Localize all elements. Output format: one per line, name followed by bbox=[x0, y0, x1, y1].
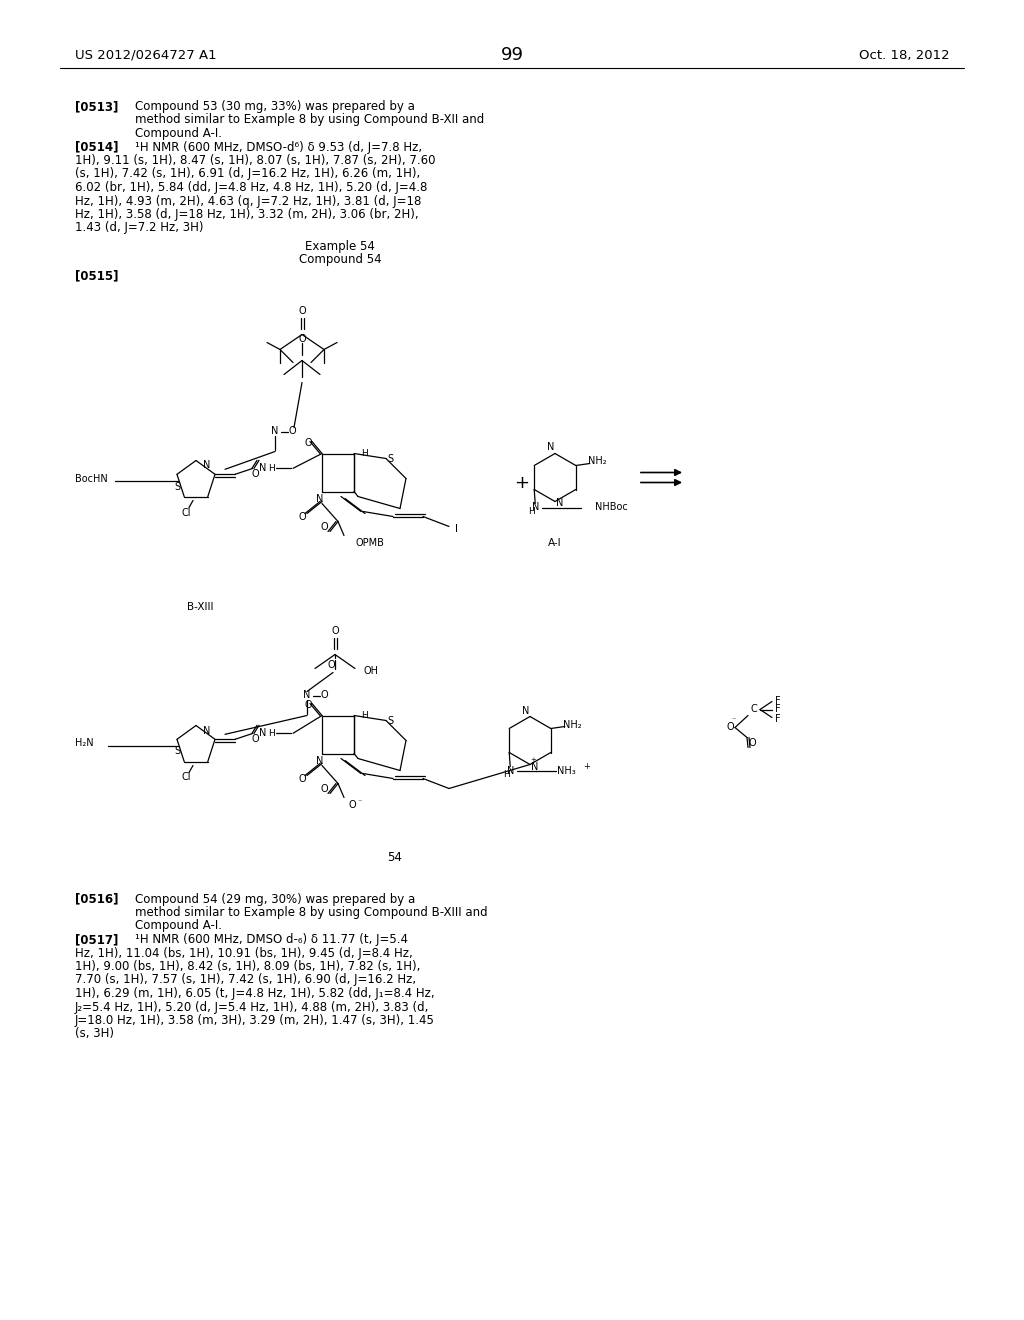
Text: O: O bbox=[298, 306, 306, 317]
Text: 1H), 9.11 (s, 1H), 8.47 (s, 1H), 8.07 (s, 1H), 7.87 (s, 2H), 7.60: 1H), 9.11 (s, 1H), 8.47 (s, 1H), 8.07 (s… bbox=[75, 154, 435, 168]
Text: 7.70 (s, 1H), 7.57 (s, 1H), 7.42 (s, 1H), 6.90 (d, J=16.2 Hz,: 7.70 (s, 1H), 7.57 (s, 1H), 7.42 (s, 1H)… bbox=[75, 974, 416, 986]
Text: [0515]: [0515] bbox=[75, 269, 119, 282]
Text: Cl: Cl bbox=[181, 507, 190, 517]
Text: Hz, 1H), 4.93 (m, 2H), 4.63 (q, J=7.2 Hz, 1H), 3.81 (d, J=18: Hz, 1H), 4.93 (m, 2H), 4.63 (q, J=7.2 Hz… bbox=[75, 194, 421, 207]
Text: ¹H NMR (600 MHz, DMSO-d⁶) δ 9.53 (d, J=7.8 Hz,: ¹H NMR (600 MHz, DMSO-d⁶) δ 9.53 (d, J=7… bbox=[135, 140, 422, 153]
Text: Oct. 18, 2012: Oct. 18, 2012 bbox=[859, 49, 950, 62]
Text: H: H bbox=[361, 711, 368, 719]
Text: O: O bbox=[726, 722, 734, 733]
Text: [0514]: [0514] bbox=[75, 140, 119, 153]
Text: OPMB: OPMB bbox=[356, 539, 385, 549]
Text: Compound 53 (30 mg, 33%) was prepared by a: Compound 53 (30 mg, 33%) was prepared by… bbox=[135, 100, 415, 114]
Text: O: O bbox=[298, 334, 306, 343]
Text: O: O bbox=[288, 426, 296, 437]
Text: ⁻: ⁻ bbox=[357, 797, 362, 807]
Text: N: N bbox=[259, 729, 266, 738]
Text: H: H bbox=[527, 507, 535, 516]
Text: O: O bbox=[321, 690, 328, 701]
Text: method similar to Example 8 by using Compound B-XII and: method similar to Example 8 by using Com… bbox=[135, 114, 484, 127]
Text: H: H bbox=[267, 463, 274, 473]
Text: N: N bbox=[204, 726, 211, 735]
Text: H: H bbox=[361, 449, 368, 458]
Text: Hz, 1H), 11.04 (bs, 1H), 10.91 (bs, 1H), 9.45 (d, J=8.4 Hz,: Hz, 1H), 11.04 (bs, 1H), 10.91 (bs, 1H),… bbox=[75, 946, 413, 960]
Text: B-XIII: B-XIII bbox=[186, 602, 213, 612]
Text: Hz, 1H), 3.58 (d, J=18 Hz, 1H), 3.32 (m, 2H), 3.06 (br, 2H),: Hz, 1H), 3.58 (d, J=18 Hz, 1H), 3.32 (m,… bbox=[75, 209, 419, 220]
Text: I: I bbox=[456, 524, 459, 533]
Text: O: O bbox=[304, 701, 312, 710]
Text: O: O bbox=[749, 738, 756, 748]
Text: N: N bbox=[522, 705, 529, 715]
Text: NH₂: NH₂ bbox=[589, 457, 607, 466]
Text: F: F bbox=[775, 714, 781, 725]
Text: H: H bbox=[503, 770, 510, 779]
Text: J₂=5.4 Hz, 1H), 5.20 (d, J=5.4 Hz, 1H), 4.88 (m, 2H), 3.83 (d,: J₂=5.4 Hz, 1H), 5.20 (d, J=5.4 Hz, 1H), … bbox=[75, 1001, 429, 1014]
Text: US 2012/0264727 A1: US 2012/0264727 A1 bbox=[75, 49, 217, 62]
Text: O: O bbox=[321, 523, 328, 532]
Text: N: N bbox=[507, 766, 514, 776]
Text: N: N bbox=[259, 463, 266, 474]
Text: [0516]: [0516] bbox=[75, 892, 119, 906]
Text: O: O bbox=[298, 775, 306, 784]
Text: 1H), 9.00 (bs, 1H), 8.42 (s, 1H), 8.09 (bs, 1H), 7.82 (s, 1H),: 1H), 9.00 (bs, 1H), 8.42 (s, 1H), 8.09 (… bbox=[75, 960, 421, 973]
Text: +: + bbox=[583, 762, 590, 771]
Text: Compound A-I.: Compound A-I. bbox=[135, 920, 222, 932]
Text: O: O bbox=[321, 784, 328, 795]
Text: S: S bbox=[387, 715, 393, 726]
Text: A-I: A-I bbox=[548, 537, 562, 548]
Text: O: O bbox=[331, 627, 339, 636]
Text: Compound 54: Compound 54 bbox=[299, 253, 381, 267]
Text: [0517]: [0517] bbox=[75, 933, 119, 946]
Text: N: N bbox=[271, 426, 279, 437]
Text: (s, 1H), 7.42 (s, 1H), 6.91 (d, J=16.2 Hz, 1H), 6.26 (m, 1H),: (s, 1H), 7.42 (s, 1H), 6.91 (d, J=16.2 H… bbox=[75, 168, 420, 181]
Text: F: F bbox=[775, 705, 781, 714]
Text: N: N bbox=[547, 442, 555, 453]
Text: O: O bbox=[251, 734, 259, 744]
Text: S: S bbox=[174, 747, 180, 756]
Text: +: + bbox=[514, 474, 529, 491]
Text: OH: OH bbox=[362, 665, 378, 676]
Text: Cl: Cl bbox=[181, 772, 190, 783]
Text: N: N bbox=[556, 499, 563, 508]
Text: N: N bbox=[531, 762, 539, 771]
Text: ¹H NMR (600 MHz, DMSO d-₆) δ 11.77 (t, J=5.4: ¹H NMR (600 MHz, DMSO d-₆) δ 11.77 (t, J… bbox=[135, 933, 408, 946]
Text: Compound 54 (29 mg, 30%) was prepared by a: Compound 54 (29 mg, 30%) was prepared by… bbox=[135, 892, 416, 906]
Text: N: N bbox=[316, 756, 324, 767]
Text: Compound A-I.: Compound A-I. bbox=[135, 127, 222, 140]
Text: Example 54: Example 54 bbox=[305, 240, 375, 253]
Text: N: N bbox=[316, 495, 324, 504]
Text: O: O bbox=[328, 660, 335, 669]
Text: ⁻: ⁻ bbox=[732, 715, 736, 723]
Text: N: N bbox=[303, 690, 310, 701]
Text: NH₂: NH₂ bbox=[563, 719, 582, 730]
Text: O: O bbox=[298, 512, 306, 523]
Text: N: N bbox=[531, 503, 539, 512]
Text: 1.43 (d, J=7.2 Hz, 3H): 1.43 (d, J=7.2 Hz, 3H) bbox=[75, 222, 204, 235]
Text: H: H bbox=[267, 729, 274, 738]
Text: 6.02 (br, 1H), 5.84 (dd, J=4.8 Hz, 4.8 Hz, 1H), 5.20 (d, J=4.8: 6.02 (br, 1H), 5.84 (dd, J=4.8 Hz, 4.8 H… bbox=[75, 181, 427, 194]
Text: F: F bbox=[775, 697, 781, 706]
Text: NHBoc: NHBoc bbox=[595, 503, 628, 512]
Text: +: + bbox=[530, 758, 536, 763]
Text: NH₃: NH₃ bbox=[557, 766, 575, 776]
Text: 1H), 6.29 (m, 1H), 6.05 (t, J=4.8 Hz, 1H), 5.82 (dd, J₁=8.4 Hz,: 1H), 6.29 (m, 1H), 6.05 (t, J=4.8 Hz, 1H… bbox=[75, 987, 434, 1001]
Text: method similar to Example 8 by using Compound B-XIII and: method similar to Example 8 by using Com… bbox=[135, 906, 487, 919]
Text: 54: 54 bbox=[387, 851, 402, 865]
Text: N: N bbox=[204, 461, 211, 470]
Text: J=18.0 Hz, 1H), 3.58 (m, 3H), 3.29 (m, 2H), 1.47 (s, 3H), 1.45: J=18.0 Hz, 1H), 3.58 (m, 3H), 3.29 (m, 2… bbox=[75, 1014, 435, 1027]
Text: C: C bbox=[751, 705, 758, 714]
Text: S: S bbox=[387, 454, 393, 463]
Text: (s, 3H): (s, 3H) bbox=[75, 1027, 114, 1040]
Text: O: O bbox=[304, 438, 312, 449]
Text: [0513]: [0513] bbox=[75, 100, 119, 114]
Text: H₂N: H₂N bbox=[75, 738, 93, 748]
Text: 99: 99 bbox=[501, 46, 523, 63]
Text: S: S bbox=[174, 482, 180, 491]
Text: BocHN: BocHN bbox=[75, 474, 108, 483]
Text: O: O bbox=[348, 800, 355, 810]
Text: O: O bbox=[251, 470, 259, 479]
